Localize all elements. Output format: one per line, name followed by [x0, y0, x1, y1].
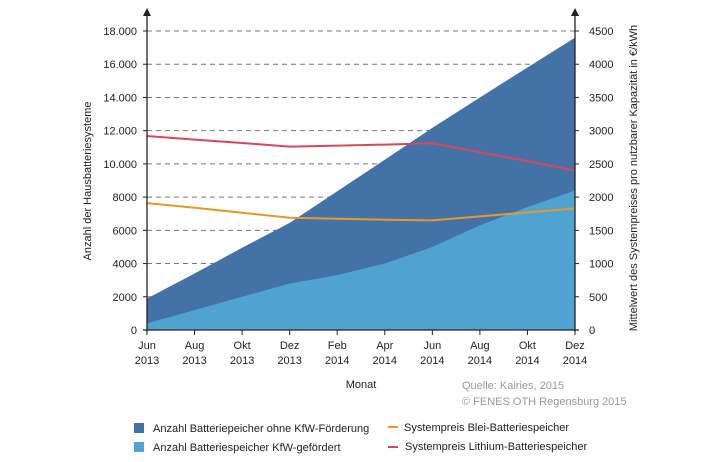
- y-tick-label: 10.000: [103, 159, 137, 171]
- x-tick-label: Jun: [423, 340, 441, 352]
- legend-label: Systempreis Blei-Batteriespeicher: [404, 422, 569, 434]
- y-tick-label: 4000: [113, 259, 137, 271]
- x-tick-label: 2014: [420, 355, 444, 367]
- legend-swatch-orange: [388, 426, 398, 428]
- legend-swatch-light: [134, 442, 144, 452]
- source-note: Quelle: Kairies, 2015: [462, 380, 564, 392]
- copyright-note: © FENES OTH Regensburg 2015: [462, 396, 627, 408]
- x-tick-label: 2014: [325, 355, 349, 367]
- x-tick-label: 2013: [182, 355, 206, 367]
- y-axis-right-title: Mittelwert des Systempreises pro nutzbar…: [628, 25, 640, 331]
- arrow-icon: [571, 8, 579, 16]
- y-tick-label: 16.000: [103, 59, 137, 71]
- x-tick-label: 2014: [515, 355, 539, 367]
- y-tick-label-right: 0: [589, 325, 595, 337]
- line-blei: [146, 202, 576, 222]
- legend-swatch-dark: [134, 423, 144, 433]
- tick-labels: 0 0 2000 500 4000 1000 6000 1500 8000 2000 10.000 2…: [103, 26, 613, 367]
- x-tick-label: Aug: [470, 340, 490, 352]
- y-tick-label-right: 1000: [589, 259, 613, 271]
- y-tick-label: 14.000: [103, 92, 137, 104]
- x-tick-label: 2013: [277, 355, 301, 367]
- x-axis-title: Monat: [346, 379, 377, 391]
- line-lithium: [146, 134, 576, 172]
- x-tick-label: Jun: [138, 340, 156, 352]
- y-tick-label-right: 2000: [589, 192, 613, 204]
- y-tick-label-right: 2500: [589, 159, 613, 171]
- axes: [143, 8, 579, 335]
- x-tick-label: Apr: [376, 340, 393, 352]
- legend-label: Anzahl Batteriepeicher ohne KfW-Förderun…: [153, 423, 369, 435]
- legend-swatch-red: [388, 446, 398, 448]
- y-tick-label: 12.000: [103, 126, 137, 138]
- y-tick-label-right: 1500: [589, 225, 613, 237]
- x-tick-label: Dez: [280, 340, 300, 352]
- y-tick-label-right: 500: [589, 292, 607, 304]
- y-tick-label-right: 3500: [589, 92, 613, 104]
- legend-label: Systempreis Lithium-Batteriespeicher: [405, 441, 588, 453]
- y-tick-label: 0: [131, 325, 137, 337]
- arrow-icon: [143, 8, 151, 16]
- x-tick-label: Dez: [565, 340, 585, 352]
- area-kfw-gefoerdert: [147, 190, 575, 330]
- legend: Anzahl Batteriepeicher ohne KfW-Förderun…: [134, 422, 588, 454]
- x-tick-label: 2014: [563, 355, 587, 367]
- areas: [147, 37, 575, 331]
- x-tick-label: 2014: [373, 355, 397, 367]
- x-tick-label: Feb: [328, 340, 347, 352]
- legend-label: Anzahl Batteriespeicher KfW-gefördert: [153, 442, 341, 454]
- y-tick-label: 18.000: [103, 26, 137, 38]
- y-tick-label: 6000: [113, 225, 137, 237]
- x-tick-label: Aug: [185, 340, 205, 352]
- y-tick-label-right: 4500: [589, 26, 613, 38]
- y-tick-label: 2000: [113, 292, 137, 304]
- y-tick-label-right: 4000: [589, 59, 613, 71]
- x-tick-label: Okt: [234, 340, 251, 352]
- x-tick-label: 2014: [468, 355, 492, 367]
- x-tick-label: Okt: [519, 340, 536, 352]
- y-tick-label-right: 3000: [589, 126, 613, 138]
- y-axis-title: Anzahl der Hausbatteriesysteme: [82, 102, 94, 261]
- x-tick-label: 2013: [135, 355, 159, 367]
- y-tick-label: 8000: [113, 192, 137, 204]
- price-lines: [146, 134, 576, 222]
- x-tick-label: 2013: [230, 355, 254, 367]
